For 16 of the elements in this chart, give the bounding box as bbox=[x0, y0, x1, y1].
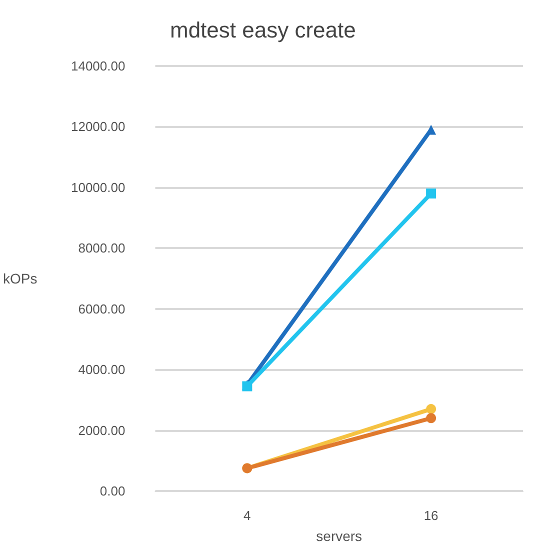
y-tick-label: 0.00 bbox=[100, 484, 126, 498]
y-tick-label: 8000.00 bbox=[78, 240, 126, 256]
point bbox=[426, 188, 436, 198]
point bbox=[426, 413, 436, 424]
chart-title: mdtest easy create bbox=[170, 18, 356, 42]
y-tick-label: 6000.00 bbox=[78, 301, 126, 316]
y-axis-title: kOPs bbox=[2, 270, 38, 286]
y-tick-label: 14000.00 bbox=[70, 58, 126, 74]
y-tick-label: 4000.00 bbox=[78, 362, 126, 378]
y-tick-label: 2000.00 bbox=[78, 422, 126, 438]
y-tick-label: 12000.00 bbox=[70, 119, 126, 134]
x-axis-title: servers bbox=[316, 528, 362, 544]
point bbox=[426, 404, 436, 414]
x-tick-label: 16 bbox=[424, 508, 438, 523]
x-tick-label: 4 bbox=[244, 508, 251, 523]
y-tick-label: 10000.00 bbox=[70, 180, 126, 195]
